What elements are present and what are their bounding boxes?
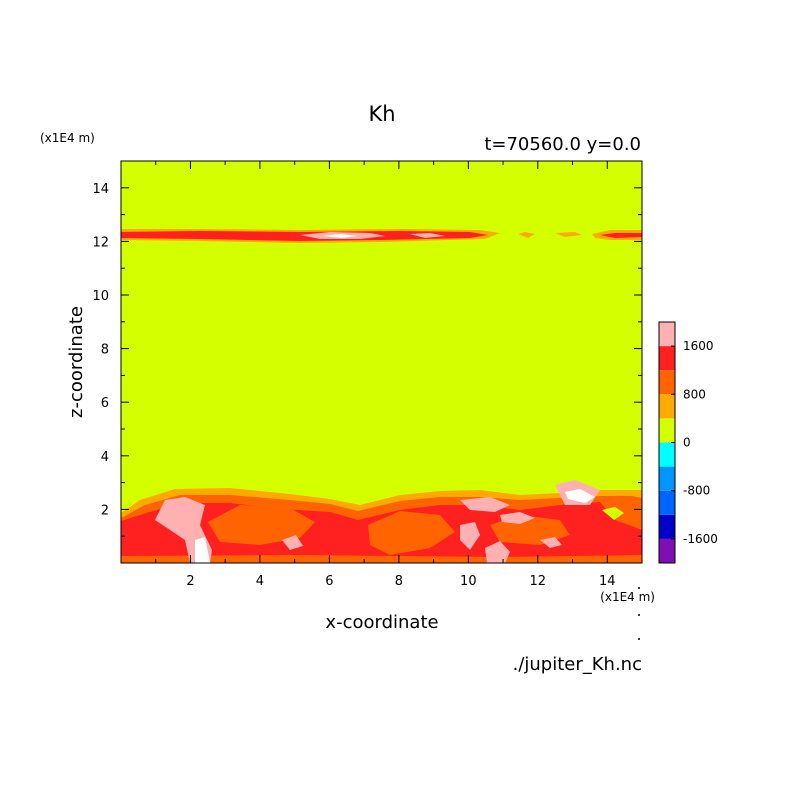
colorbar-tick-label: 0	[683, 436, 691, 450]
colorbar-swatch	[659, 490, 675, 515]
y-unit-label: (x1E4 m)	[40, 131, 95, 145]
upper-layer-white	[322, 234, 358, 238]
lower-pink-blob-2	[460, 497, 510, 512]
lower-pink-blob-5	[485, 541, 510, 563]
marker-dot	[638, 638, 640, 640]
y-tick-label: 8	[101, 343, 109, 358]
colorbar-swatch	[659, 538, 675, 563]
x-tick-label: 8	[395, 574, 403, 589]
y-tick-label: 14	[92, 182, 109, 197]
colorbar-swatch	[659, 442, 675, 467]
x-tick-label: 2	[186, 574, 194, 589]
colorbar: 1600 800 0 -800 -1600	[658, 321, 718, 564]
marker-dot	[638, 587, 640, 589]
colorbar-tick-label: 800	[683, 387, 706, 401]
y-tick-label: 2	[101, 503, 109, 518]
lower-white-blob-2	[565, 489, 595, 503]
colorbar-swatch	[659, 514, 675, 539]
lower-white-blob-1	[195, 537, 210, 563]
lower-pink-blob-4	[460, 522, 480, 550]
lower-pink-blob-6	[282, 535, 303, 550]
marker-dot	[638, 614, 640, 616]
y-axis-label: z-coordinate	[66, 306, 87, 418]
contour-field	[121, 161, 642, 563]
x-tick-label: 6	[325, 574, 333, 589]
x-axis: 2 4 6 8 10 12 14	[155, 161, 616, 589]
plot-frame	[120, 160, 643, 564]
lower-darkorange-blob-2	[368, 511, 455, 555]
source-file: ./jupiter_Kh.nc	[513, 654, 642, 675]
y-tick-label: 6	[101, 396, 109, 411]
y-tick-label: 10	[92, 289, 109, 304]
x-tick-label: 14	[599, 574, 616, 589]
lower-darkorange-strip	[121, 555, 642, 563]
upper-layer	[121, 229, 642, 243]
chart-title: Kh	[368, 102, 395, 126]
lower-pink-blob-3	[500, 512, 535, 524]
upper-layer-pink-2	[410, 233, 445, 238]
colorbar-swatch	[659, 346, 675, 371]
lower-layer	[121, 480, 642, 563]
colorbar-swatch	[659, 394, 675, 419]
colorbar-tick-label: -800	[683, 484, 710, 498]
upper-layer-orange-4	[555, 232, 582, 237]
colorbar-tick-label: 1600	[683, 339, 714, 353]
x-tick-label: 10	[460, 574, 477, 589]
y-tick-label: 12	[92, 235, 109, 250]
x-unit-label: (x1E4 m)	[600, 590, 655, 604]
colorbar-tick-label: -1600	[683, 532, 718, 546]
lower-darkorange-blob-1	[208, 505, 315, 545]
lower-lime-patch	[602, 507, 624, 520]
y-axis: 2 4 6 8 10 12 14	[92, 182, 642, 537]
colorbar-swatch	[659, 418, 675, 443]
chart-subtitle: t=70560.0 y=0.0	[484, 134, 641, 155]
colorbar-swatch	[659, 370, 675, 395]
colorbar-swatch	[659, 466, 675, 491]
x-axis-label: x-coordinate	[325, 612, 438, 633]
lower-pink-blob-7	[540, 537, 562, 548]
upper-layer-red	[121, 231, 488, 241]
colorbar-swatch	[659, 322, 675, 347]
x-tick-label: 4	[256, 574, 264, 589]
y-tick-label: 4	[101, 450, 109, 465]
upper-layer-orange-3	[518, 232, 535, 238]
x-tick-label: 12	[530, 574, 547, 589]
upper-layer-red-5	[600, 233, 642, 238]
